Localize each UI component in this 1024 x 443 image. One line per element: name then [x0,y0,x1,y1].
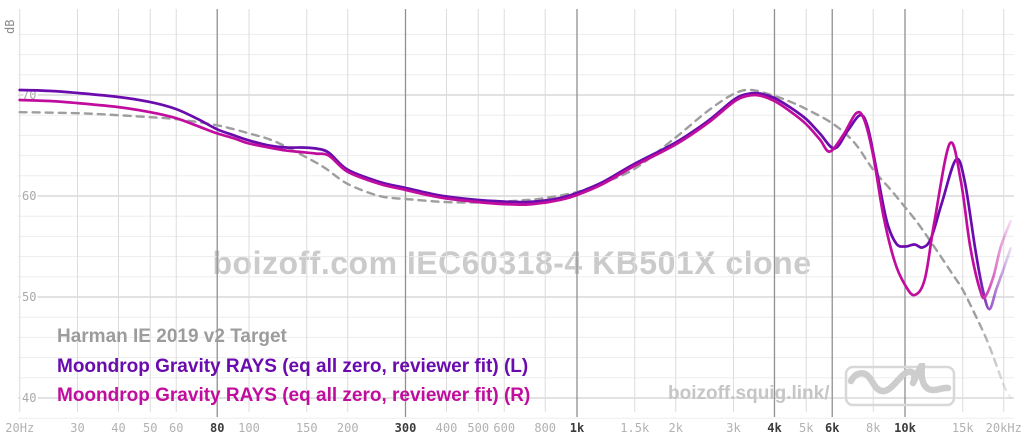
y-axis-unit-label: dB [3,20,17,34]
x-tick-label: 60 [169,421,183,435]
x-tick-label: 50 [143,421,157,435]
x-tick-label: 600 [493,421,515,435]
x-tick-label: 30 [70,421,84,435]
squiglink-logo-icon [844,363,956,407]
x-tick-label: 6k [825,421,840,435]
legend-target-label: Harman IE 2019 v2 Target [57,326,287,347]
x-tick-label: 40 [111,421,125,435]
x-tick-label: 2k [669,421,684,435]
x-tick-label: 500 [467,421,489,435]
x-tick-label: 300 [395,421,417,435]
site-url-text: boizoff.squig.link/ [668,383,830,404]
x-tick-label: 10k [894,421,916,435]
curve-left-channel [18,88,1013,311]
measurement-curves [18,88,1013,400]
curve-target [18,88,1012,400]
y-tick-label: 60 [22,189,36,203]
x-tick-label: 15k [952,421,974,435]
x-tick-label: 20Hz [5,421,34,435]
x-tick-label: 5k [799,421,814,435]
x-tick-label: 100 [238,421,260,435]
y-tick-label: 40 [22,391,36,405]
x-tick-label: 80 [210,421,224,435]
curve-right-channel [18,93,1013,300]
logo-squiggle [847,363,952,395]
y-tick-label: 50 [22,290,36,304]
x-tick-label: 8k [866,421,881,435]
logo-frame [844,365,956,407]
x-tick-label: 1.5k [620,421,650,435]
x-tick-label: 150 [296,421,318,435]
x-tick-label: 200 [337,421,359,435]
x-tick-label: 20kHz [986,421,1022,435]
x-tick-label: 400 [436,421,458,435]
x-tick-label: 1k [570,421,585,435]
x-tick-label: 4k [767,421,782,435]
x-tick-label: 3k [726,421,741,435]
watermark-text: boizoff.com IEC60318-4 KB501X clone [212,245,812,281]
grid-lines [18,9,1014,419]
legend-left-channel-label: Moondrop Gravity RAYS (eq all zero, revi… [57,355,529,377]
legend-right-channel-label: Moondrop Gravity RAYS (eq all zero, revi… [57,385,531,406]
legend: Harman IE 2019 v2 Target Moondrop Gravit… [57,322,530,411]
x-tick-label: 800 [534,421,556,435]
